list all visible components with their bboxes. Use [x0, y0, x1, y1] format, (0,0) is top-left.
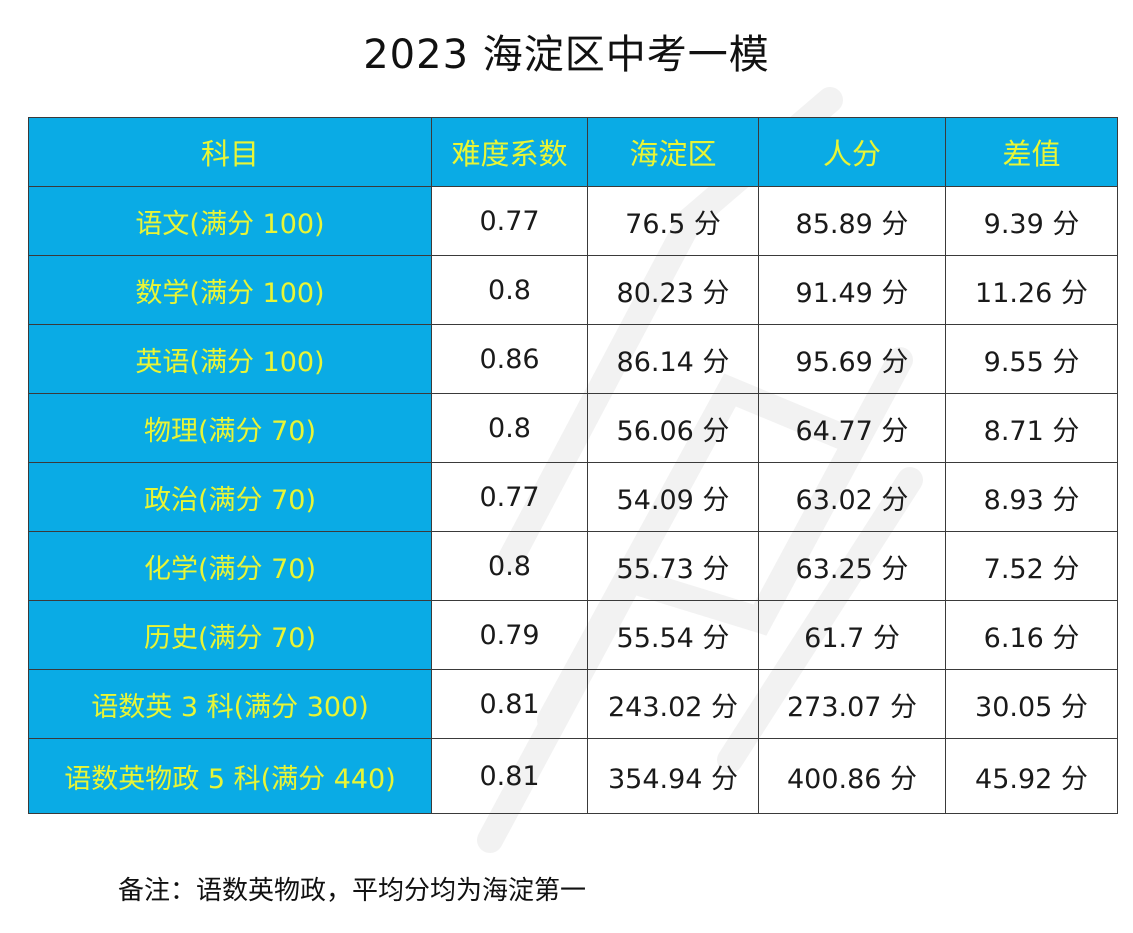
subject-cell: 语文(满分 100)	[28, 186, 432, 256]
diff-cell: 9.55 分	[945, 324, 1118, 394]
renfen-cell: 91.49 分	[758, 255, 946, 325]
renfen-cell: 95.69 分	[758, 324, 946, 394]
haidian-cell: 55.73 分	[587, 531, 759, 601]
footnote: 备注：语数英物政，平均分均为海淀第一	[118, 876, 587, 906]
table-row: 政治(满分 70) 0.77 54.09 分 63.02 分 8.93 分	[28, 462, 1118, 532]
difficulty-cell: 0.77	[431, 462, 588, 532]
haidian-cell: 54.09 分	[587, 462, 759, 532]
header-haidian: 海淀区	[587, 117, 759, 187]
subject-cell: 英语(满分 100)	[28, 324, 432, 394]
difficulty-cell: 0.8	[431, 255, 588, 325]
haidian-cell: 55.54 分	[587, 600, 759, 670]
table-row: 语数英物政 5 科(满分 440) 0.81 354.94 分 400.86 分…	[28, 738, 1118, 814]
haidian-cell: 76.5 分	[587, 186, 759, 256]
page-title: 2023 海淀区中考一模	[363, 32, 770, 78]
difficulty-cell: 0.8	[431, 531, 588, 601]
diff-cell: 9.39 分	[945, 186, 1118, 256]
renfen-cell: 85.89 分	[758, 186, 946, 256]
table-header-row: 科目 难度系数 海淀区 人分 差值	[28, 117, 1118, 187]
haidian-cell: 354.94 分	[587, 738, 759, 814]
header-renfen: 人分	[758, 117, 946, 187]
table-row: 语数英 3 科(满分 300) 0.81 243.02 分 273.07 分 3…	[28, 669, 1118, 739]
table-row: 化学(满分 70) 0.8 55.73 分 63.25 分 7.52 分	[28, 531, 1118, 601]
table-row: 语文(满分 100) 0.77 76.5 分 85.89 分 9.39 分	[28, 186, 1118, 256]
subject-cell: 语数英 3 科(满分 300)	[28, 669, 432, 739]
subject-cell: 语数英物政 5 科(满分 440)	[28, 738, 432, 814]
table-row: 英语(满分 100) 0.86 86.14 分 95.69 分 9.55 分	[28, 324, 1118, 394]
subject-cell: 物理(满分 70)	[28, 393, 432, 463]
header-diff: 差值	[945, 117, 1118, 187]
haidian-cell: 243.02 分	[587, 669, 759, 739]
subject-cell: 化学(满分 70)	[28, 531, 432, 601]
renfen-cell: 63.02 分	[758, 462, 946, 532]
renfen-cell: 61.7 分	[758, 600, 946, 670]
renfen-cell: 63.25 分	[758, 531, 946, 601]
renfen-cell: 400.86 分	[758, 738, 946, 814]
table-row: 数学(满分 100) 0.8 80.23 分 91.49 分 11.26 分	[28, 255, 1118, 325]
diff-cell: 8.71 分	[945, 393, 1118, 463]
difficulty-cell: 0.81	[431, 669, 588, 739]
table-row: 物理(满分 70) 0.8 56.06 分 64.77 分 8.71 分	[28, 393, 1118, 463]
header-subject: 科目	[28, 117, 432, 187]
table-row: 历史(满分 70) 0.79 55.54 分 61.7 分 6.16 分	[28, 600, 1118, 670]
renfen-cell: 273.07 分	[758, 669, 946, 739]
subject-cell: 数学(满分 100)	[28, 255, 432, 325]
difficulty-cell: 0.86	[431, 324, 588, 394]
difficulty-cell: 0.81	[431, 738, 588, 814]
subject-cell: 历史(满分 70)	[28, 600, 432, 670]
haidian-cell: 56.06 分	[587, 393, 759, 463]
score-table: 科目 难度系数 海淀区 人分 差值 语文(满分 100) 0.77 76.5 分…	[28, 117, 1118, 814]
diff-cell: 45.92 分	[945, 738, 1118, 814]
diff-cell: 6.16 分	[945, 600, 1118, 670]
difficulty-cell: 0.77	[431, 186, 588, 256]
diff-cell: 7.52 分	[945, 531, 1118, 601]
diff-cell: 30.05 分	[945, 669, 1118, 739]
header-difficulty: 难度系数	[431, 117, 588, 187]
renfen-cell: 64.77 分	[758, 393, 946, 463]
diff-cell: 8.93 分	[945, 462, 1118, 532]
haidian-cell: 86.14 分	[587, 324, 759, 394]
diff-cell: 11.26 分	[945, 255, 1118, 325]
subject-cell: 政治(满分 70)	[28, 462, 432, 532]
difficulty-cell: 0.8	[431, 393, 588, 463]
haidian-cell: 80.23 分	[587, 255, 759, 325]
difficulty-cell: 0.79	[431, 600, 588, 670]
